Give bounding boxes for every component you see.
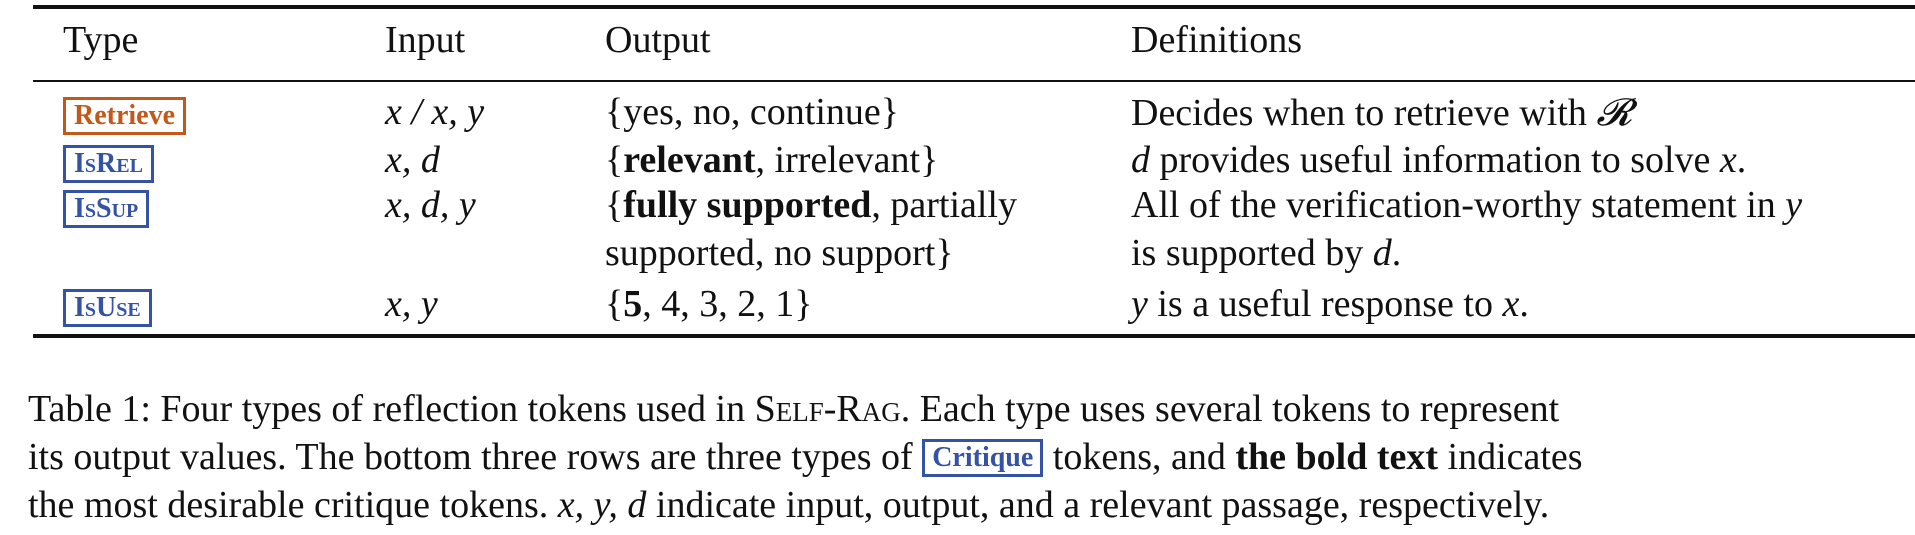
- definition-cell: d provides useful information to solve x…: [1131, 136, 1746, 184]
- output-brace: {: [605, 184, 624, 226]
- definition-period: .: [1519, 283, 1529, 325]
- type-cell: IsUse: [63, 280, 152, 328]
- header-definitions: Definitions: [1131, 19, 1302, 61]
- input-cell: x / x, y: [385, 91, 485, 133]
- definition-text: All of the verification-worthy statement…: [1131, 184, 1786, 226]
- definition-period: .: [1736, 139, 1747, 181]
- header-output: Output: [605, 19, 711, 61]
- type-cell: IsRel: [63, 136, 154, 184]
- caption-vars: x, y, d: [557, 484, 647, 526]
- output-cell: {fully supported, partially: [605, 181, 1017, 229]
- definition-cell-continued: is supported by d.: [1131, 229, 1401, 277]
- definition-cell: All of the verification-worthy statement…: [1131, 181, 1802, 229]
- input-cell: x, d, y: [385, 184, 476, 226]
- caption-text: indicate input, output, and a relevant p…: [646, 484, 1550, 526]
- reflection-token-table: Type Input Output Definitions Retrieve x…: [33, 0, 1915, 338]
- isrel-token-badge: IsRel: [63, 145, 154, 183]
- definition-var: x: [1502, 283, 1520, 325]
- table-caption: Table 1: Four types of reflection tokens…: [28, 385, 1908, 529]
- retrieve-token-badge: Retrieve: [63, 97, 187, 135]
- caption-text: tokens, and: [1043, 436, 1236, 478]
- output-cell: {yes, no, continue}: [605, 91, 899, 133]
- type-cell: IsSup: [63, 181, 150, 229]
- input-cell: x, y: [385, 283, 438, 325]
- output-brace: {: [605, 139, 624, 181]
- definition-var: d: [1372, 232, 1392, 274]
- table-top-rule: [33, 5, 1915, 9]
- definition-var: x: [1719, 139, 1737, 181]
- output-rest: , irrelevant}: [755, 139, 939, 181]
- definition-period: .: [1391, 232, 1402, 274]
- output-cell: {5, 4, 3, 2, 1}: [605, 280, 813, 328]
- caption-line: its output values. The bottom three rows…: [28, 433, 1908, 481]
- output-cell: {relevant, irrelevant}: [605, 136, 938, 184]
- output-preferred: fully supported: [623, 184, 872, 226]
- output-cell-continued: supported, no support}: [605, 232, 954, 274]
- issup-token-badge: IsSup: [63, 190, 150, 228]
- method-name: Self-Rag: [754, 388, 901, 430]
- output-rest: , 4, 3, 2, 1}: [642, 283, 813, 325]
- output-rest: , partially: [871, 184, 1017, 226]
- table-bottom-rule: [33, 334, 1915, 338]
- definition-var: d: [1131, 139, 1150, 181]
- definition-var: y: [1131, 283, 1148, 325]
- caption-line: the most desirable critique tokens. x, y…: [28, 481, 1908, 529]
- type-cell: Retrieve: [63, 88, 187, 136]
- definition-cell: y is a useful response to x.: [1131, 280, 1529, 328]
- caption-bold-text: the bold text: [1235, 436, 1439, 478]
- definition-text: is a useful response to: [1147, 283, 1503, 325]
- definition-var: y: [1785, 184, 1803, 226]
- critique-token-badge: Critique: [922, 439, 1044, 477]
- caption-line: Table 1: Four types of reflection tokens…: [28, 385, 1908, 433]
- definition-text: provides useful information to solve: [1150, 139, 1720, 181]
- retriever-symbol: 𝓡: [1596, 90, 1632, 134]
- caption-text: its output values. The bottom three rows…: [28, 436, 923, 478]
- definition-cell: Decides when to retrieve with 𝓡: [1131, 88, 1632, 137]
- definition-text: is supported by: [1131, 232, 1373, 274]
- output-brace: {: [605, 283, 624, 325]
- definition-text: Decides when to retrieve with: [1131, 92, 1597, 134]
- caption-text: the most desirable critique tokens.: [28, 484, 558, 526]
- caption-text: . Each type uses several tokens to repre…: [900, 388, 1560, 430]
- input-cell: x, d: [385, 139, 440, 181]
- header-type: Type: [63, 19, 139, 61]
- caption-text: indicates: [1438, 436, 1583, 478]
- output-preferred: relevant: [623, 139, 756, 181]
- header-input: Input: [385, 19, 466, 61]
- table-header-rule: [33, 80, 1915, 82]
- isuse-token-badge: IsUse: [63, 289, 152, 327]
- caption-text: Table 1: Four types of reflection tokens…: [28, 388, 755, 430]
- output-preferred: 5: [623, 283, 643, 325]
